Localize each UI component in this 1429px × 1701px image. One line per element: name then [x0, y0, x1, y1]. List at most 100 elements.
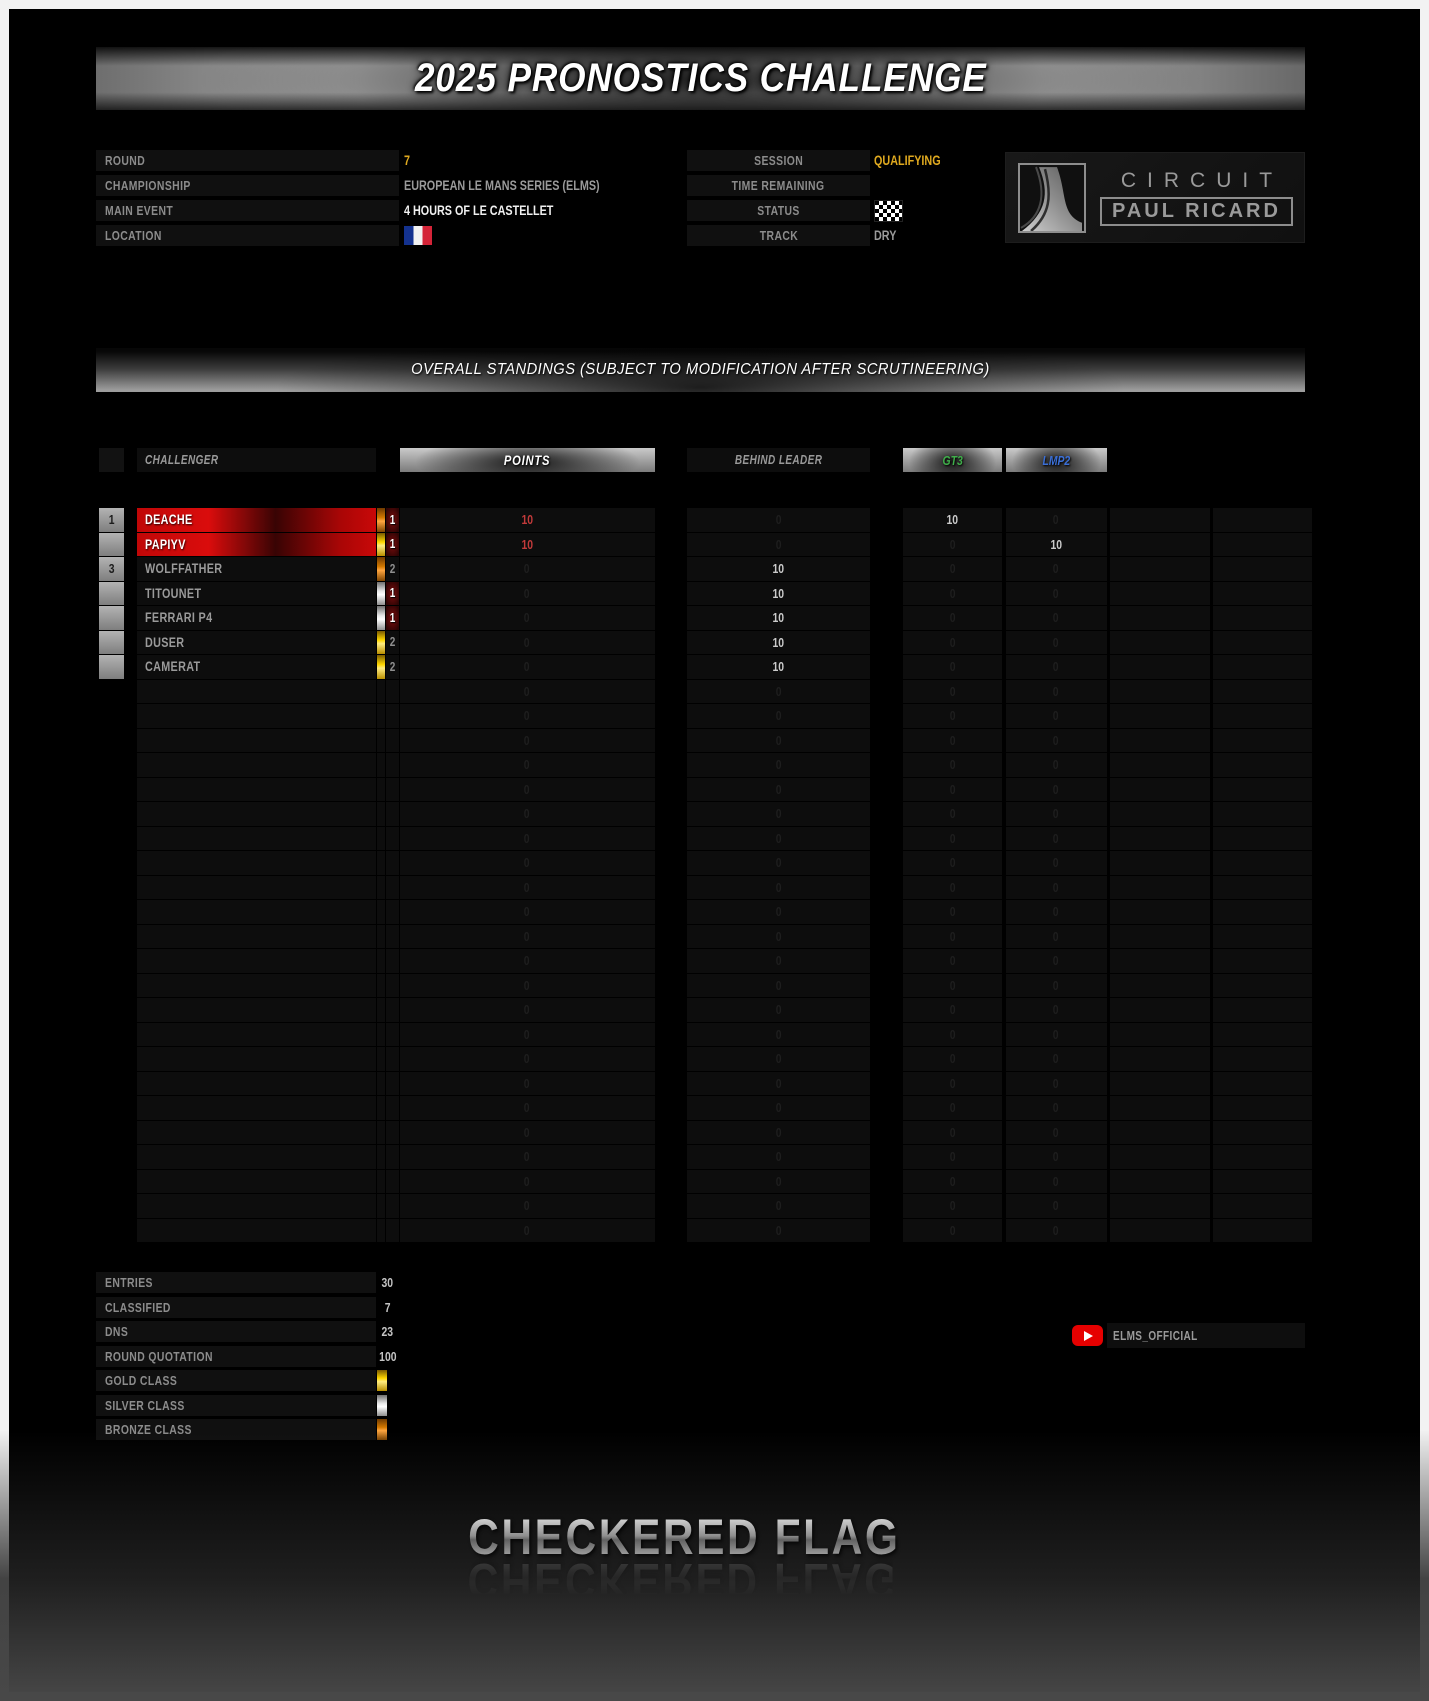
info-value: QUALIFYING — [874, 150, 957, 171]
class-number: 2 — [389, 635, 395, 650]
behind-leader-cell-value: 0 — [775, 536, 782, 552]
info-label-text: STATUS — [757, 203, 800, 218]
extra-class-cell-2 — [1212, 875, 1312, 899]
lmp2-cell-value: 0 — [1053, 977, 1059, 993]
points-cell: 0 — [399, 753, 655, 777]
extra-class-cell-1 — [1109, 606, 1210, 630]
extra-class-cell-1 — [1109, 508, 1210, 532]
behind-leader-cell-value: 10 — [772, 659, 785, 675]
header-position-cell — [99, 448, 124, 472]
points-cell: 0 — [399, 679, 655, 703]
points-cell-value: 0 — [524, 1002, 530, 1018]
table-row: 0 0 0 0 — [0, 1145, 1429, 1169]
summary-value-text: 7 — [384, 1299, 391, 1315]
extra-class-cell-1 — [1109, 998, 1210, 1022]
summary-label-text: DNS — [105, 1324, 129, 1339]
standings-banner: OVERALL STANDINGS (SUBJECT TO MODIFICATI… — [96, 348, 1305, 392]
table-row: 0 0 0 0 — [0, 802, 1429, 826]
class-number-cell — [385, 1194, 399, 1218]
class-number-cell — [385, 802, 399, 826]
challenger-cell: CAMERAT — [137, 655, 376, 679]
challenger-cell — [137, 802, 376, 826]
gt3-cell-value: 0 — [949, 1002, 956, 1018]
challenger-cell — [137, 728, 376, 752]
info-label: MAIN EVENT — [96, 200, 399, 221]
checkered-flag-icon — [874, 199, 903, 222]
lmp2-cell: 0 — [1005, 630, 1107, 654]
behind-leader-cell: 0 — [687, 508, 870, 532]
behind-leader-cell-value: 0 — [775, 1173, 782, 1189]
gt3-cell: 0 — [902, 1169, 1002, 1193]
lmp2-cell-value: 0 — [1053, 1124, 1059, 1140]
table-row: 0 0 0 0 — [0, 1218, 1429, 1242]
class-bar — [376, 1096, 385, 1120]
class-bar — [376, 802, 385, 826]
extra-class-cell-1 — [1109, 655, 1210, 679]
table-row: 3 WOLFFATHER 2 0 10 0 0 — [0, 557, 1429, 581]
gt3-cell: 0 — [902, 1071, 1002, 1095]
class-number: 1 — [389, 512, 395, 527]
points-cell: 0 — [399, 655, 655, 679]
behind-leader-cell: 0 — [687, 851, 870, 875]
lmp2-cell: 0 — [1005, 581, 1107, 605]
summary-label-text: ENTRIES — [105, 1275, 153, 1290]
table-row: DUSER 2 0 10 0 0 — [0, 630, 1429, 654]
behind-leader-cell-value: 0 — [775, 904, 782, 920]
gt3-cell-value: 0 — [949, 1222, 956, 1238]
extra-class-cell-1 — [1109, 900, 1210, 924]
behind-leader-cell: 10 — [687, 630, 870, 654]
behind-leader-cell-value: 0 — [775, 953, 782, 969]
gt3-cell-value: 0 — [949, 610, 956, 626]
points-cell: 0 — [399, 802, 655, 826]
table-row: 0 0 0 0 — [0, 1194, 1429, 1218]
challenger-cell — [137, 679, 376, 703]
points-cell: 0 — [399, 1145, 655, 1169]
extra-class-cell-1 — [1109, 1047, 1210, 1071]
gt3-cell: 0 — [902, 557, 1002, 581]
youtube-channel-badge[interactable]: ELMS_OFFICIAL — [1107, 1323, 1305, 1348]
lmp2-cell-value: 10 — [1050, 536, 1062, 552]
summary-value: 23 — [374, 1321, 401, 1342]
gt3-cell-value: 10 — [946, 512, 959, 528]
gt3-cell-value: 0 — [949, 1026, 956, 1042]
gt3-cell: 0 — [902, 1047, 1002, 1071]
summary-value: 7 — [374, 1297, 401, 1318]
behind-leader-cell-value: 0 — [775, 1051, 782, 1067]
extra-class-cell-1 — [1109, 949, 1210, 973]
behind-leader-cell: 0 — [687, 777, 870, 801]
extra-class-cell-1 — [1109, 728, 1210, 752]
class-number-cell — [385, 900, 399, 924]
behind-leader-cell: 0 — [687, 998, 870, 1022]
behind-leader-cell-value: 0 — [775, 757, 782, 773]
class-number-cell — [385, 1145, 399, 1169]
class-bar — [376, 973, 385, 997]
class-bar — [376, 900, 385, 924]
challenger-cell: DEACHE — [137, 508, 376, 532]
behind-leader-cell: 0 — [687, 679, 870, 703]
points-cell: 0 — [399, 924, 655, 948]
points-cell-value: 0 — [524, 928, 530, 944]
class-bar — [376, 1120, 385, 1144]
behind-leader-cell: 10 — [687, 606, 870, 630]
class-number-cell: 1 — [385, 508, 399, 532]
info-label-text: LOCATION — [105, 228, 162, 243]
title-banner: 2025 PRONOSTICS CHALLENGE — [96, 47, 1305, 110]
lmp2-cell-value: 0 — [1053, 904, 1059, 920]
points-cell: 0 — [399, 581, 655, 605]
youtube-icon[interactable] — [1072, 1325, 1103, 1346]
class-number-cell — [385, 1218, 399, 1242]
class-bar — [376, 557, 385, 581]
extra-class-cell-2 — [1212, 532, 1312, 556]
gt3-cell-value: 0 — [949, 830, 956, 846]
gt3-cell: 0 — [902, 704, 1002, 728]
behind-leader-cell-value: 0 — [775, 879, 782, 895]
class-bar — [376, 1047, 385, 1071]
class-number-cell: 1 — [385, 581, 399, 605]
summary-label-text: ROUND QUOTATION — [105, 1348, 213, 1364]
points-cell: 0 — [399, 1022, 655, 1046]
info-label: TIME REMAINING — [687, 175, 870, 196]
points-cell: 0 — [399, 606, 655, 630]
lmp2-cell: 0 — [1005, 1169, 1107, 1193]
points-cell-value: 0 — [524, 806, 530, 822]
info-label-text: SESSION — [753, 153, 804, 168]
